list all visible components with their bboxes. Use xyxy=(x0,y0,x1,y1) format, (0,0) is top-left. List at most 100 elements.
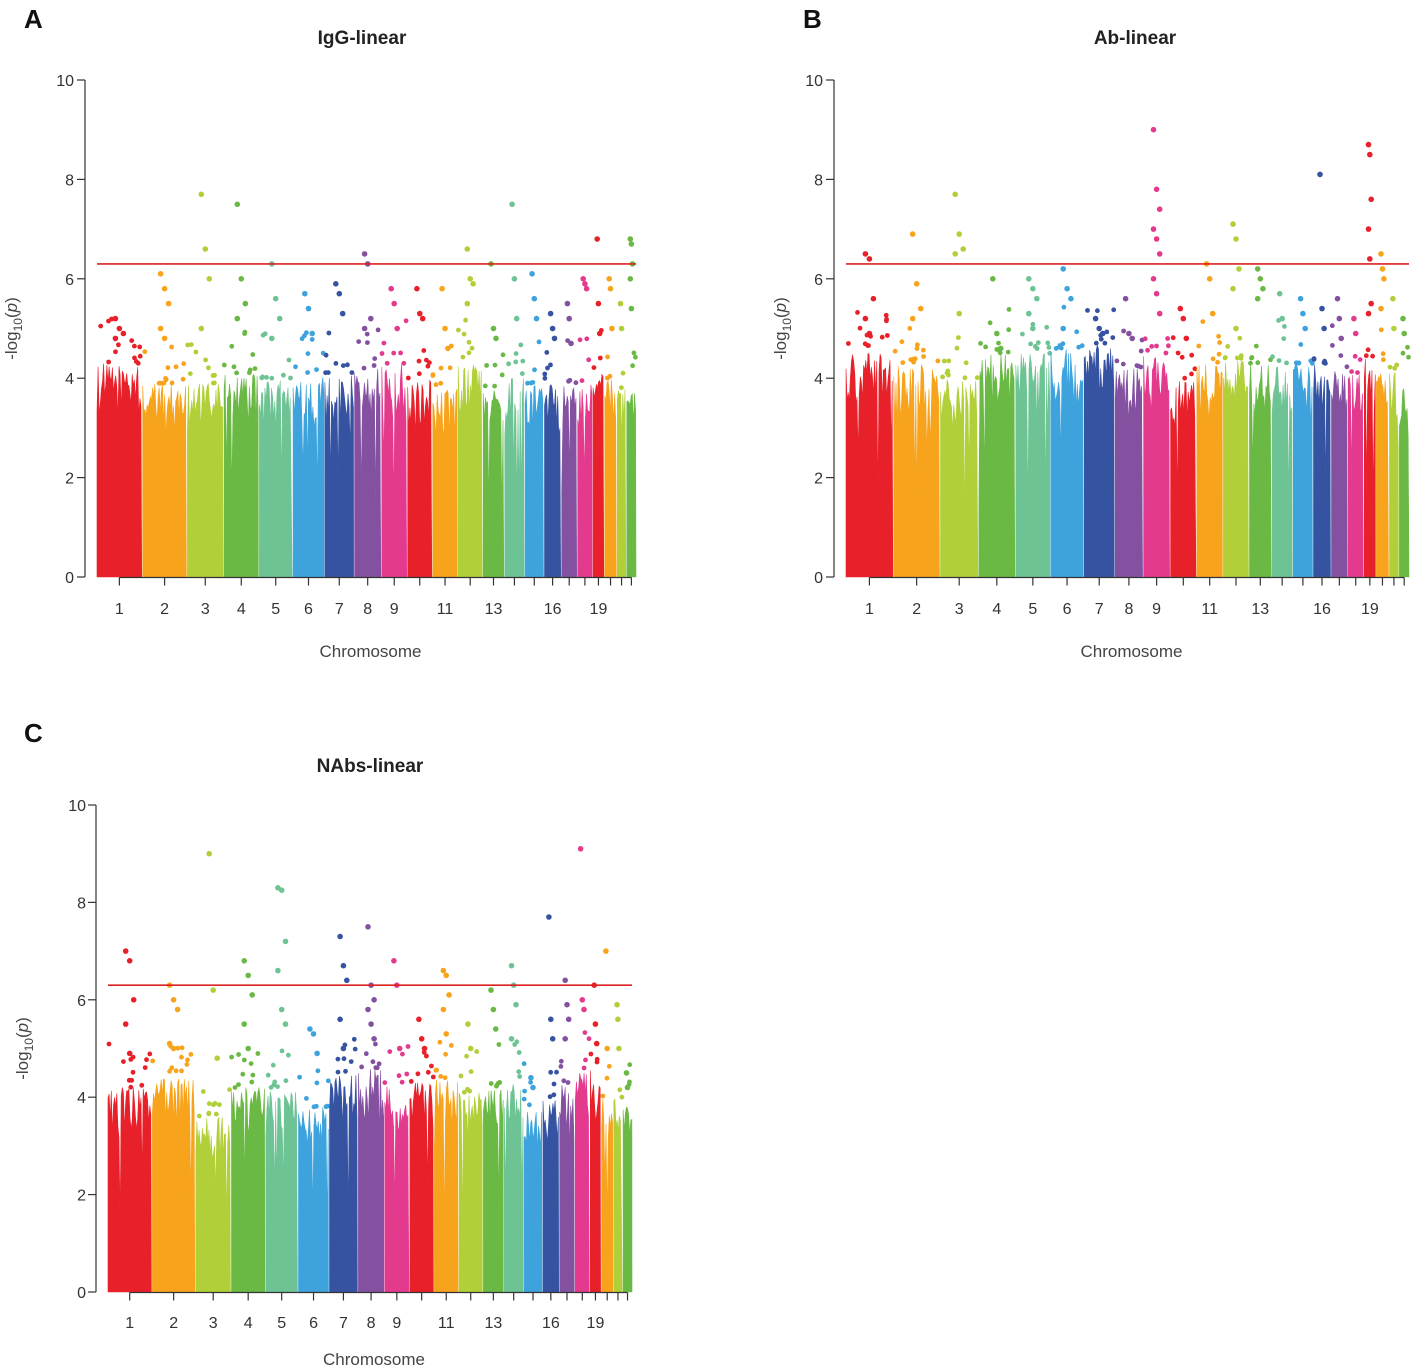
snp-peak-point xyxy=(198,325,205,332)
snp-point xyxy=(1216,333,1221,339)
snp-point xyxy=(1074,329,1080,335)
chromosome-dense-band xyxy=(504,378,525,578)
snp-peak-point xyxy=(580,276,586,282)
snp-point xyxy=(323,370,328,376)
snp-peak-point xyxy=(913,281,920,287)
snp-peak-point xyxy=(1302,325,1308,332)
snp-peak-point xyxy=(862,315,869,322)
snp-point xyxy=(1238,355,1244,361)
snp-point xyxy=(461,1089,467,1095)
snp-peak-point xyxy=(1297,295,1304,302)
snp-peak-point xyxy=(593,1040,600,1047)
snp-point xyxy=(206,1101,212,1106)
snp-point xyxy=(499,372,505,378)
snp-point xyxy=(1154,343,1159,349)
snp-point xyxy=(591,365,597,370)
x-tick-label: 8 xyxy=(1124,601,1133,618)
snp-point xyxy=(1330,343,1335,348)
snp-point xyxy=(250,1072,256,1078)
y-axis: 0 2 4 6 8 10 xyxy=(56,73,86,587)
snp-peak-point xyxy=(126,1050,133,1057)
snp-point xyxy=(297,1074,302,1080)
snp-peak-point xyxy=(1096,325,1102,332)
chromosome-7-points xyxy=(1083,307,1117,578)
snp-point xyxy=(240,1071,246,1077)
chromosome-19-points xyxy=(591,236,605,578)
snp-point xyxy=(914,346,920,351)
snp-peak-point xyxy=(443,1031,450,1037)
snp-point xyxy=(425,363,431,369)
x-tick-label: 3 xyxy=(955,601,964,618)
snp-point xyxy=(551,1081,557,1087)
snp-peak-point xyxy=(564,300,571,307)
snp-point xyxy=(106,359,111,365)
chromosome-dense-band xyxy=(504,1084,524,1293)
chromosome-19-points xyxy=(1363,141,1376,578)
snp-point xyxy=(1293,360,1299,366)
chromosome-dense-band xyxy=(626,392,637,578)
chromosome-14-points xyxy=(1270,290,1293,578)
snp-point xyxy=(1234,355,1240,361)
snp-point xyxy=(325,1078,331,1084)
chromosome-dense-band xyxy=(1050,349,1084,578)
snp-point xyxy=(892,348,898,354)
snp-peak-point xyxy=(592,1021,599,1027)
snp-point xyxy=(513,359,519,365)
snp-point xyxy=(363,1051,369,1057)
snp-point xyxy=(227,1087,233,1092)
snp-point xyxy=(433,382,439,388)
snp-point xyxy=(1182,375,1188,381)
chromosome-dense-band xyxy=(298,1107,329,1293)
snp-peak-point xyxy=(112,335,119,342)
snp-peak-point xyxy=(391,300,398,307)
snp-peak-point xyxy=(533,315,540,322)
snp-point xyxy=(521,1061,527,1067)
chromosome-dense-band xyxy=(1170,381,1197,578)
snp-peak-point xyxy=(529,271,535,277)
snp-peak-point xyxy=(952,251,958,257)
snp-peak-point xyxy=(414,285,420,292)
snp-point xyxy=(169,344,175,350)
snp-point xyxy=(269,375,275,381)
snp-point xyxy=(229,1054,235,1060)
snp-point xyxy=(884,318,889,324)
snp-point xyxy=(1189,352,1195,358)
snp-peak-point xyxy=(122,1021,129,1027)
chromosome-dense-band xyxy=(1223,360,1249,578)
snp-peak-point xyxy=(467,276,474,282)
snp-peak-point xyxy=(1365,141,1372,148)
snp-peak-point xyxy=(1092,315,1099,322)
snp-point xyxy=(129,1077,135,1083)
snp-peak-point xyxy=(417,310,423,317)
snp-point xyxy=(348,1059,354,1064)
snp-point xyxy=(577,337,583,343)
chromosome-5-points xyxy=(1015,276,1053,578)
snp-point xyxy=(286,357,292,363)
snp-point xyxy=(544,350,550,355)
manhattan-plot-igg-linear: A IgG-linear 0 2 4 6 8 10 -log10(p) 1 2 3 4 5 6 7 8 9 11 13… xyxy=(0,0,700,680)
snp-point xyxy=(545,365,550,371)
snp-point xyxy=(250,352,256,357)
snp-peak-point xyxy=(1338,335,1344,342)
snp-point xyxy=(399,1079,405,1085)
snp-point xyxy=(1114,358,1120,364)
snp-peak-point xyxy=(513,1001,519,1008)
snp-peak-point xyxy=(391,958,397,964)
snp-peak-point xyxy=(161,335,168,342)
snp-point xyxy=(333,361,339,366)
snp-point xyxy=(365,340,370,345)
snp-point xyxy=(137,344,143,350)
snp-point xyxy=(255,1051,261,1056)
snp-peak-point xyxy=(210,987,216,993)
snp-point xyxy=(1405,344,1410,350)
chromosome-dense-band xyxy=(1364,358,1376,578)
snp-peak-point xyxy=(333,281,339,287)
snp-peak-point xyxy=(336,290,343,297)
snp-point xyxy=(1276,358,1282,363)
snp-point xyxy=(554,1069,559,1075)
snp-point xyxy=(382,1080,388,1085)
x-tick-label: 11 xyxy=(438,1315,455,1332)
chromosome-dense-band xyxy=(409,1082,434,1293)
x-tick-label: 6 xyxy=(309,1315,318,1332)
chromosome-dense-band xyxy=(432,388,458,578)
